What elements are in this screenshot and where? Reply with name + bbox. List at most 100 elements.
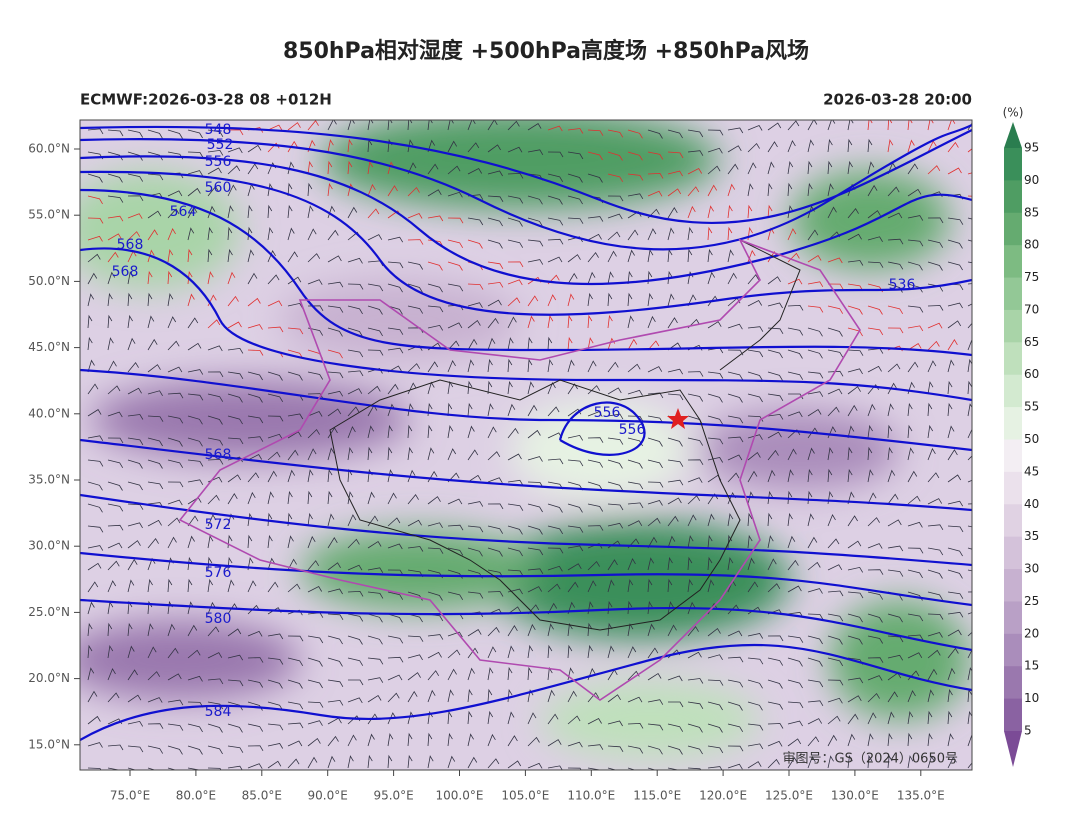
wind-barb [567,644,573,659]
wind-barb [347,349,364,358]
wind-barb [647,172,664,179]
wind-barb [407,732,413,747]
wind-barb [507,479,524,486]
wind-barb [107,360,117,373]
wind-barb [947,710,953,725]
wind-barb [727,701,743,711]
wind-barb [127,387,142,395]
wind-barb [547,623,554,637]
wind-barb [727,436,744,443]
wind-barb [547,565,563,572]
wind-barb [947,359,955,373]
wind-barb [247,324,263,330]
wind-barb [247,723,264,732]
wind-barb [287,182,293,197]
wind-barb [967,733,972,747]
wind-barb [147,338,158,351]
wind-barb [147,415,164,422]
wind-barb [607,694,621,703]
wind-barb [787,757,798,769]
wind-barb [847,591,864,599]
wind-barb [687,601,696,615]
wind-barb [727,183,736,197]
wind-barb [347,514,357,527]
wind-barb [247,557,254,571]
wind-barb [107,580,117,593]
wind-barb [947,688,953,703]
wind-barb [227,745,244,753]
wind-barb [527,456,543,462]
wind-barb [447,547,464,556]
wind-barb [867,403,876,417]
wind-barb [587,543,603,549]
wind-barb [707,393,723,403]
wind-barb [867,733,874,747]
wind-barb [267,657,284,665]
colorbar-extend-bottom [1004,731,1022,767]
wind-barb [87,622,93,637]
wind-barb [867,469,874,483]
wind-barb [407,469,416,483]
wind-barb [467,667,475,681]
wind-barb [767,635,784,642]
wind-barb [287,413,304,420]
wind-barb [207,167,222,175]
wind-barb [667,207,678,219]
wind-barb [147,557,156,571]
wind-barb [587,252,599,263]
wind-barb [367,234,383,241]
wind-barb [667,515,679,527]
wind-barb [407,345,423,351]
wind-barb [127,720,144,727]
wind-barb [687,186,700,197]
wind-barb [387,469,394,483]
model-run: ECMWF:2026-03-28 08 +012H [80,91,332,109]
wind-barb [307,411,323,417]
wind-barb [287,679,303,689]
wind-barb [827,514,836,527]
wind-barb [827,349,844,358]
wind-barb [567,293,575,307]
wind-barb [467,338,478,351]
wind-barb [827,183,834,197]
wind-barb [707,723,723,733]
colorbar-segment [1004,245,1022,279]
wind-barb [147,390,163,397]
wind-barb [147,600,153,615]
wind-barb [947,667,956,681]
wind-barb [267,415,284,422]
wind-barb [507,606,522,615]
wind-barb [747,299,763,307]
wind-barb [627,745,644,754]
wind-barb [407,754,413,769]
wind-barb [827,447,834,461]
colorbar-label: 25 [1024,594,1039,608]
wind-barb [327,255,342,263]
wind-barb [327,120,337,131]
wind-barb [527,123,542,131]
wind-barb [187,415,203,425]
wind-barb [627,600,633,615]
wind-barb [767,141,778,153]
wind-barb [247,657,264,663]
wind-barb [507,453,522,461]
wind-barb [827,657,844,667]
lat-label: 15.0°N [28,737,70,751]
wind-barb [807,635,823,645]
wind-barb [827,755,834,769]
colorbar-segment [1004,309,1022,343]
wind-barb [527,295,539,307]
wind-barb [727,393,743,403]
wind-barb [847,713,859,725]
wind-barb [847,695,862,703]
wind-barb [887,545,904,552]
wind-barb [287,535,294,549]
wind-barb [927,340,940,351]
wind-barb [907,361,919,373]
wind-barb [167,316,177,329]
wind-barb [667,170,683,177]
wind-barb [207,437,224,446]
wind-barb [447,239,464,249]
wind-barb [87,293,95,307]
wind-barb [627,129,643,139]
